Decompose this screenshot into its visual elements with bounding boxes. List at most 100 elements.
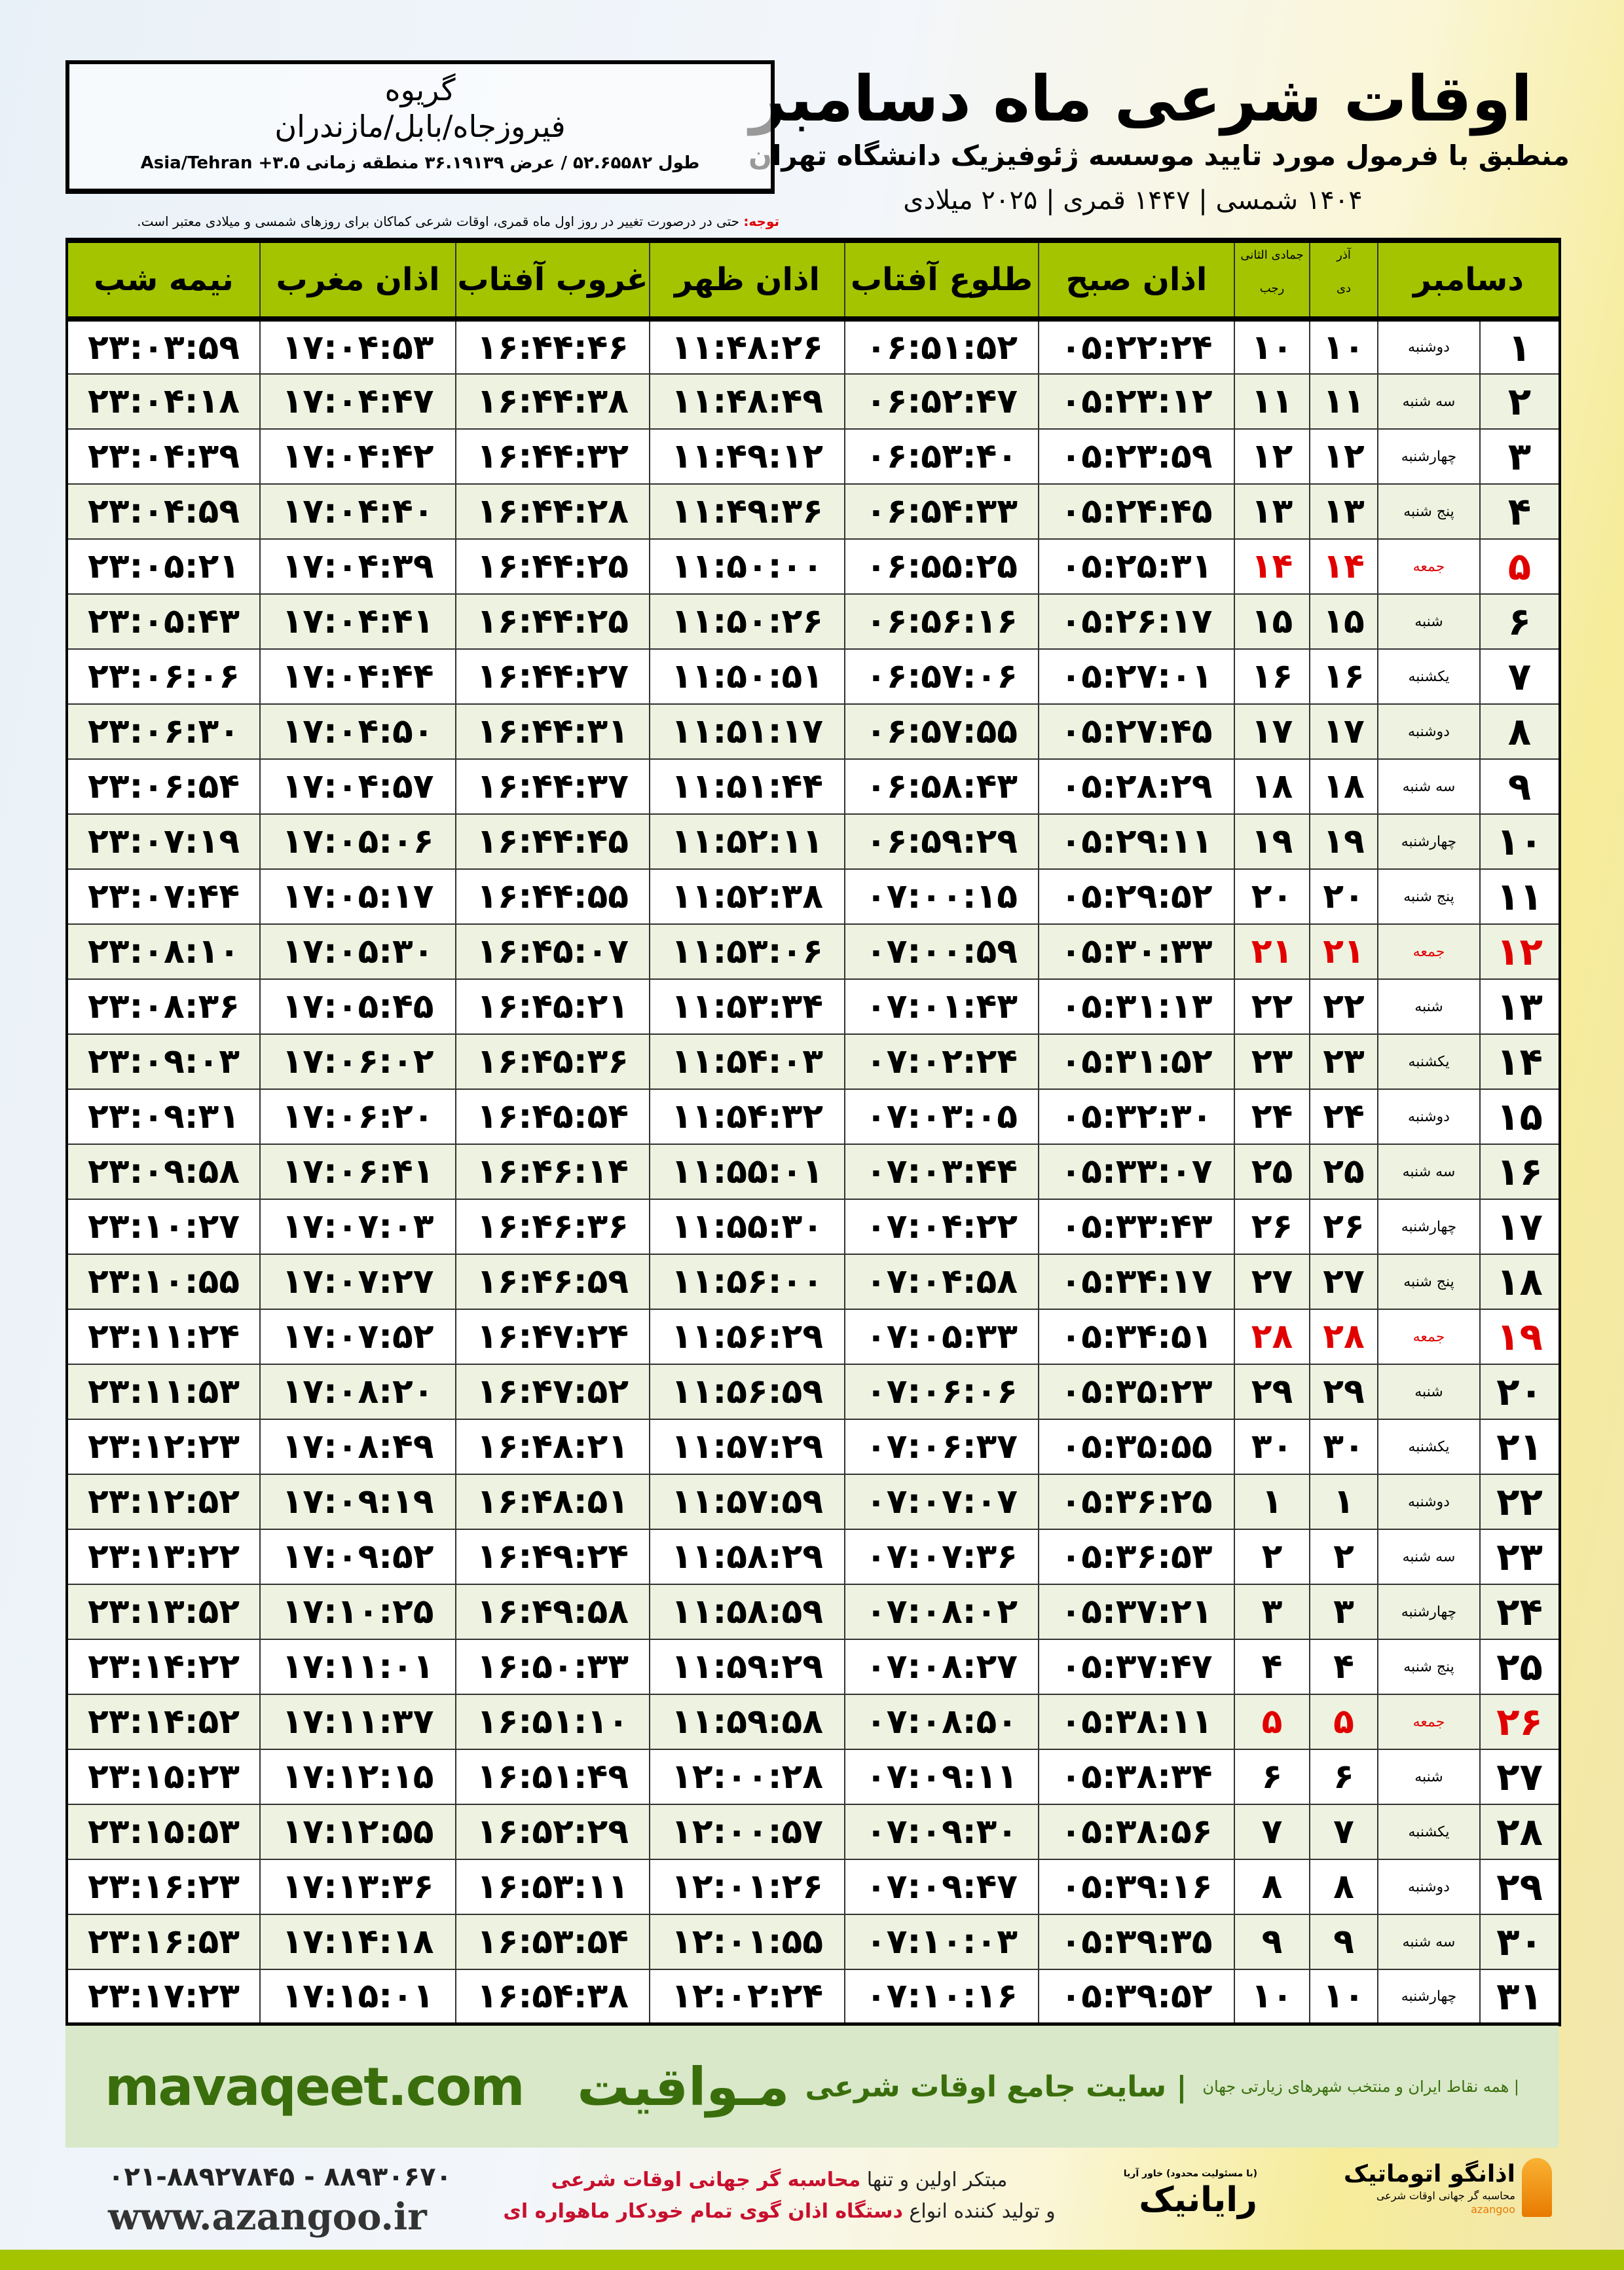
promo-line1b: محاسبه گر جهانی اوقات شرعی <box>551 2168 861 2191</box>
maghreb-time: ۱۷:۰۶:۴۱ <box>259 1144 456 1200</box>
zohr-time: ۱۲:۰۲:۲۴ <box>649 1969 845 2026</box>
dey-day: ۲۷ <box>1309 1254 1378 1310</box>
sobh-time: ۰۵:۳۸:۳۴ <box>1038 1749 1235 1805</box>
rajab-day: ۱۲ <box>1234 428 1310 485</box>
weekday: جمعه <box>1377 923 1481 980</box>
header-maghreb: اذان مغرب <box>259 238 456 322</box>
table-row: ۱۹ جمعه ۲۸ ۲۸ ۰۵:۳۴:۵۱ ۰۷:۰۵:۳۳ ۱۱:۵۶:۲۹ ۱۶:۴۷:… <box>66 1309 1560 1365</box>
weekday: دوشنبه <box>1377 1474 1481 1530</box>
tolu-time: ۰۷:۰۷:۰۷ <box>844 1474 1039 1530</box>
mavaqeet-link[interactable]: mavaqeet.com <box>105 2056 525 2117</box>
weekday: چهارشنبه <box>1377 428 1481 485</box>
rajab-day: ۲۵ <box>1234 1144 1310 1200</box>
tolu-time: ۰۷:۰۳:۰۵ <box>844 1088 1039 1145</box>
weekday: سه شنبه <box>1377 1144 1481 1200</box>
maghreb-time: ۱۷:۰۶:۰۲ <box>259 1033 456 1090</box>
tolu-time: ۰۷:۰۶:۳۷ <box>844 1419 1039 1475</box>
zohr-time: ۱۲:۰۰:۲۸ <box>649 1749 845 1805</box>
weekday: سه شنبه <box>1377 1914 1481 1970</box>
sobh-time: ۰۵:۳۷:۲۱ <box>1038 1584 1235 1640</box>
rajab-day: ۹ <box>1234 1914 1310 1970</box>
dey-day: ۲ <box>1309 1529 1378 1585</box>
ghorub-time: ۱۶:۴۴:۳۱ <box>455 703 650 760</box>
table-row: ۶ شنبه ۱۵ ۱۵ ۰۵:۲۶:۱۷ ۰۶:۵۶:۱۶ ۱۱:۵۰:۲۶ ۱۶:۴۴:۲… <box>66 593 1560 650</box>
mosque-icon <box>1522 2158 1552 2217</box>
day-number: ۱۸ <box>1479 1254 1560 1310</box>
weekday: چهارشنبه <box>1377 1969 1481 2026</box>
ghorub-time: ۱۶:۴۷:۲۴ <box>455 1309 650 1365</box>
ghorub-time: ۱۶:۴۶:۵۹ <box>455 1254 650 1310</box>
nimeshab-time: ۲۳:۰۸:۳۶ <box>66 978 261 1035</box>
ghorub-time: ۱۶:۴۴:۴۶ <box>455 318 650 375</box>
nimeshab-time: ۲۳:۰۶:۰۶ <box>66 648 261 705</box>
rayanik-name: رایانیک <box>1139 2180 1257 2220</box>
rajab-day: ۳۰ <box>1234 1419 1310 1475</box>
promo-text: مبتکر اولین و تنها محاسبه گر جهانی اوقات… <box>471 2165 1087 2227</box>
nimeshab-time: ۲۳:۱۶:۵۳ <box>66 1914 261 1970</box>
day-number: ۱۶ <box>1479 1144 1560 1200</box>
dey-day: ۱۸ <box>1309 758 1378 815</box>
header-nimeshab: نیمه شب <box>66 238 260 322</box>
sobh-time: ۰۵:۳۹:۱۶ <box>1038 1859 1235 1915</box>
zohr-time: ۱۱:۵۳:۰۶ <box>649 923 845 980</box>
day-number: ۹ <box>1479 758 1560 815</box>
zohr-time: ۱۱:۴۸:۴۹ <box>649 373 845 430</box>
azangoo-link[interactable]: www.azangoo.ir <box>108 2195 427 2239</box>
sobh-time: ۰۵:۳۸:۱۱ <box>1038 1694 1235 1750</box>
day-number: ۱۰ <box>1479 813 1560 870</box>
tolu-time: ۰۷:۰۸:۲۷ <box>844 1639 1039 1695</box>
sobh-time: ۰۵:۳۹:۵۲ <box>1038 1969 1235 2026</box>
zohr-time: ۱۱:۵۲:۱۱ <box>649 813 845 870</box>
dey-day: ۱۵ <box>1309 593 1378 650</box>
maghreb-time: ۱۷:۰۷:۲۷ <box>259 1254 456 1310</box>
sobh-time: ۰۵:۲۳:۱۲ <box>1038 373 1235 430</box>
maghreb-time: ۱۷:۰۴:۴۰ <box>259 483 456 540</box>
weekday: دوشنبه <box>1377 318 1481 375</box>
header-zohr: اذان ظهر <box>649 238 845 322</box>
nimeshab-time: ۲۳:۱۲:۲۳ <box>66 1419 261 1475</box>
sobh-time: ۰۵:۳۱:۵۲ <box>1038 1033 1235 1090</box>
day-number: ۱۹ <box>1479 1309 1560 1365</box>
weekday: یکشنبه <box>1377 648 1481 705</box>
sobh-time: ۰۵:۲۶:۱۷ <box>1038 593 1235 650</box>
table-row: ۲۱ یکشنبه ۳۰ ۳۰ ۰۵:۳۵:۵۵ ۰۷:۰۶:۳۷ ۱۱:۵۷:۲۹ ۱۶:۴… <box>66 1419 1560 1475</box>
dey-day: ۱۱ <box>1309 373 1378 430</box>
ghorub-time: ۱۶:۴۴:۵۵ <box>455 868 650 925</box>
header-ghorub: غروب آفتاب <box>455 238 650 322</box>
ghorub-time: ۱۶:۵۴:۳۸ <box>455 1969 650 2026</box>
rajab-day: ۱۳ <box>1234 483 1310 540</box>
ghorub-time: ۱۶:۴۵:۳۶ <box>455 1033 650 1090</box>
tolu-time: ۰۶:۵۵:۲۵ <box>844 538 1039 595</box>
maghreb-time: ۱۷:۰۴:۴۱ <box>259 593 456 650</box>
header-sobh: اذان صبح <box>1038 238 1234 322</box>
day-number: ۴ <box>1479 483 1560 540</box>
maghreb-time: ۱۷:۱۲:۱۵ <box>259 1749 456 1805</box>
tolu-time: ۰۶:۵۳:۴۰ <box>844 428 1039 485</box>
day-number: ۵ <box>1479 538 1560 595</box>
sobh-time: ۰۵:۲۴:۴۵ <box>1038 483 1235 540</box>
ghorub-time: ۱۶:۴۸:۲۱ <box>455 1419 650 1475</box>
tolu-time: ۰۷:۰۴:۲۲ <box>844 1199 1039 1255</box>
zohr-time: ۱۱:۴۹:۳۶ <box>649 483 845 540</box>
nimeshab-time: ۲۳:۰۴:۳۹ <box>66 428 261 485</box>
table-row: ۱۶ سه شنبه ۲۵ ۲۵ ۰۵:۳۳:۰۷ ۰۷:۰۳:۴۴ ۱۱:۵۵:۰۱ ۱۶:… <box>66 1144 1560 1200</box>
weekday: دوشنبه <box>1377 1088 1481 1145</box>
maghreb-time: ۱۷:۰۵:۱۷ <box>259 868 456 925</box>
tolu-time: ۰۷:۰۸:۵۰ <box>844 1694 1039 1750</box>
weekday: شنبه <box>1377 593 1481 650</box>
maghreb-time: ۱۷:۰۵:۳۰ <box>259 923 456 980</box>
table-row: ۲۰ شنبه ۲۹ ۲۹ ۰۵:۳۵:۲۳ ۰۷:۰۶:۰۶ ۱۱:۵۶:۵۹ ۱۶:۴۷:… <box>66 1364 1560 1420</box>
table-row: ۸ دوشنبه ۱۷ ۱۷ ۰۵:۲۷:۴۵ ۰۶:۵۷:۵۵ ۱۱:۵۱:۱۷ ۱۶:۴۴… <box>66 703 1560 760</box>
zohr-time: ۱۱:۵۵:۰۱ <box>649 1144 845 1200</box>
nimeshab-time: ۲۳:۱۰:۲۷ <box>66 1199 261 1255</box>
page-title: اوقات شرعی ماه دسامبر <box>749 62 1532 136</box>
tolu-time: ۰۶:۵۸:۴۳ <box>844 758 1039 815</box>
ghorub-time: ۱۶:۴۷:۵۲ <box>455 1364 650 1420</box>
day-number: ۲۱ <box>1479 1419 1560 1475</box>
day-number: ۱۷ <box>1479 1199 1560 1255</box>
dey-day: ۱ <box>1309 1474 1378 1530</box>
table-row: ۷ یکشنبه ۱۶ ۱۶ ۰۵:۲۷:۰۱ ۰۶:۵۷:۰۶ ۱۱:۵۰:۵۱ ۱۶:۴۴… <box>66 648 1560 705</box>
zohr-time: ۱۲:۰۰:۵۷ <box>649 1804 845 1860</box>
nimeshab-time: ۲۳:۱۰:۵۵ <box>66 1254 261 1310</box>
dey-day: ۶ <box>1309 1749 1378 1805</box>
